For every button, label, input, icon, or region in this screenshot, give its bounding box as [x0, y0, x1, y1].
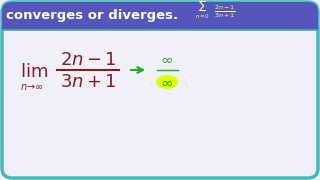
- Ellipse shape: [156, 75, 178, 89]
- Text: $\sum_{n=0}^{\infty}$: $\sum_{n=0}^{\infty}$: [195, 0, 210, 21]
- Text: converges or diverges.: converges or diverges.: [6, 10, 178, 22]
- Text: $\lim$: $\lim$: [20, 63, 48, 81]
- Text: $\frac{2n-1}{3n+1}$: $\frac{2n-1}{3n+1}$: [214, 4, 236, 20]
- FancyBboxPatch shape: [2, 2, 318, 178]
- Text: $2n-1$: $2n-1$: [60, 51, 116, 69]
- Text: $n\!\to\!\infty$: $n\!\to\!\infty$: [20, 82, 44, 92]
- Bar: [2, 16, 318, 30]
- FancyBboxPatch shape: [2, 2, 318, 30]
- Text: $3n+1$: $3n+1$: [60, 73, 116, 91]
- Text: $\infty$: $\infty$: [161, 75, 173, 89]
- Text: $\infty$: $\infty$: [161, 51, 173, 66]
